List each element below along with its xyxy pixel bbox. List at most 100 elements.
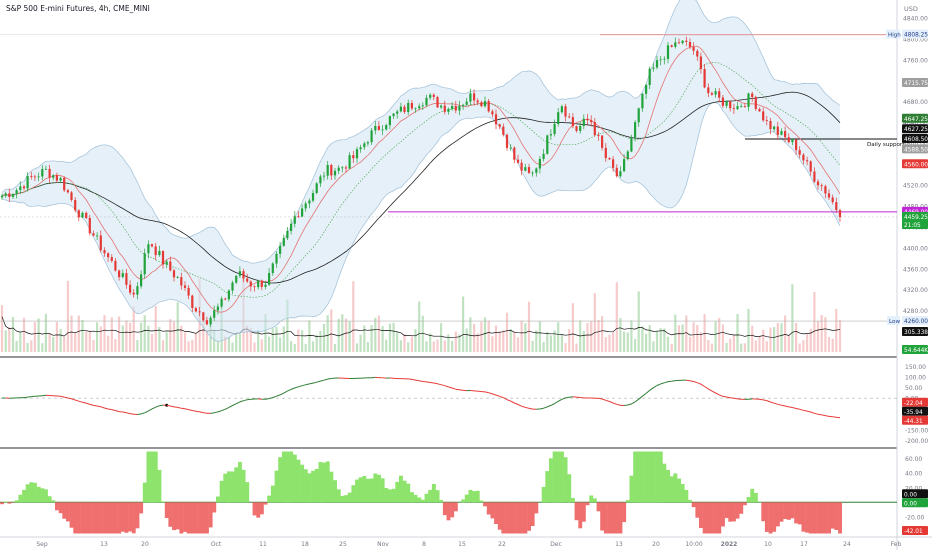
volume-bar <box>517 337 519 352</box>
osc1-segment <box>635 399 639 402</box>
osc1-segment <box>613 403 617 404</box>
volume-bar <box>5 330 7 352</box>
candle-body <box>367 142 369 143</box>
volume-bar <box>524 323 526 352</box>
candle-body <box>535 169 537 173</box>
osc2-positive-bar <box>227 471 231 502</box>
currency-label: USD <box>904 5 918 13</box>
candle-body <box>81 213 83 218</box>
candle-body <box>136 286 138 294</box>
volume-bar <box>663 328 665 352</box>
osc2-negative-bar <box>600 502 604 530</box>
candle-body <box>788 137 790 142</box>
osc2-negative-bar <box>608 502 612 533</box>
volume-bar <box>60 329 62 352</box>
osc1-segment <box>130 414 134 415</box>
volume-bar <box>111 317 113 352</box>
osc1-segment <box>222 409 226 410</box>
osc1-segment <box>211 413 215 414</box>
volume-bar <box>327 315 329 352</box>
volume-bar <box>147 326 149 352</box>
candle-body <box>279 246 281 254</box>
volume-bar <box>521 321 523 352</box>
candle-body <box>330 165 332 175</box>
osc1-segment <box>320 380 324 381</box>
osc2-negative-bar <box>728 502 732 521</box>
osc2-positive-bar <box>242 470 246 503</box>
osc2-positive-bar <box>461 499 465 502</box>
candle-body <box>38 177 40 178</box>
osc2-negative-bar <box>205 502 209 533</box>
osc2-negative-bar <box>597 502 601 511</box>
volume-bar <box>715 322 717 352</box>
candle-body <box>751 94 753 98</box>
osc2-negative-bar <box>512 502 516 533</box>
volume-bar <box>403 334 405 352</box>
volume-bar <box>319 331 321 352</box>
volume-bar <box>253 342 255 352</box>
candle-body <box>671 45 673 47</box>
high-tag: High <box>888 33 901 39</box>
volume-bar <box>795 323 797 352</box>
osc2-negative-bar <box>809 502 813 533</box>
osc2-negative-bar <box>183 502 187 532</box>
osc1-tick-label: 50.00 <box>905 385 922 392</box>
osc2-negative-bar <box>198 502 202 533</box>
volume-bar <box>671 344 673 352</box>
osc1-segment <box>247 399 251 400</box>
osc2-positive-bar <box>395 482 399 502</box>
volume-bar <box>649 325 651 352</box>
osc1-segment <box>555 401 559 403</box>
osc2-positive-bar <box>158 470 162 502</box>
osc2-positive-bar <box>662 464 666 503</box>
volume-bar <box>275 327 277 352</box>
candle-body <box>286 231 288 238</box>
osc2-positive-bar <box>329 472 333 503</box>
osc1-segment <box>94 405 98 406</box>
osc1-segment <box>287 389 291 391</box>
volume-bar <box>839 320 841 352</box>
candle-body <box>34 177 36 178</box>
osc1-segment <box>657 384 661 386</box>
osc2-positive-bar <box>308 473 312 502</box>
osc1-segment <box>610 402 614 404</box>
osc1-segment <box>156 406 160 408</box>
candle-body <box>294 216 296 224</box>
osc2-negative-bar <box>447 502 451 520</box>
candle-body <box>744 106 746 107</box>
volume-bar <box>316 335 318 352</box>
volume-bar <box>466 329 468 353</box>
volume-bar <box>535 330 537 352</box>
candle-body <box>429 95 431 98</box>
time-tick-label: 22 <box>498 541 506 548</box>
osc2-negative-bar <box>55 502 59 510</box>
candle-body <box>777 127 779 135</box>
volume-bar <box>561 334 563 352</box>
osc2-badge-b: 0.00 <box>904 501 917 507</box>
osc2-negative-bar <box>139 502 143 513</box>
osc1-segment <box>448 387 452 388</box>
candle-body <box>740 106 742 107</box>
osc1-segment <box>295 387 299 388</box>
candle-body <box>619 171 621 176</box>
candle-body <box>696 51 698 57</box>
candle-body <box>312 193 314 201</box>
candle-body <box>726 101 728 106</box>
candle-body <box>407 103 409 112</box>
osc1-segment <box>430 383 434 384</box>
candle-body <box>499 124 501 126</box>
osc1-segment <box>734 398 738 399</box>
osc2-positive-bar <box>384 488 388 502</box>
candle-body <box>652 68 654 69</box>
osc2-negative-bar <box>253 502 257 515</box>
osc1-segment <box>419 381 423 382</box>
osc2-negative-bar <box>619 502 623 533</box>
volume-bar <box>810 329 812 352</box>
time-tick-label: 10:00 <box>685 541 702 548</box>
osc2-negative-bar <box>190 502 194 533</box>
osc1-segment <box>525 407 529 408</box>
volume-bar <box>30 340 32 352</box>
osc1-segment <box>42 395 46 396</box>
volume-bar <box>16 341 18 352</box>
